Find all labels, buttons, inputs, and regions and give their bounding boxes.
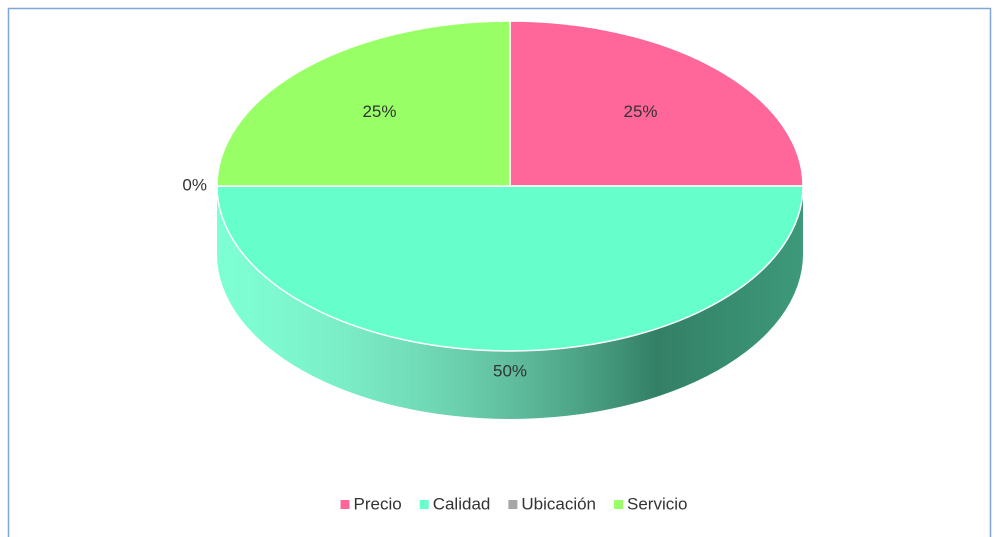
legend-swatch <box>508 500 518 509</box>
legend-label: Calidad <box>433 494 491 513</box>
chart-border <box>7 7 992 537</box>
legend-label: Servicio <box>627 494 687 513</box>
data-label: 50% <box>493 361 527 380</box>
data-label: 25% <box>362 102 396 121</box>
pie-slice <box>216 185 804 352</box>
data-label: 0% <box>182 175 207 194</box>
legend-swatch <box>419 500 429 509</box>
legend-swatch <box>614 500 624 509</box>
legend-swatch <box>340 500 350 509</box>
pie-side-shade <box>217 186 803 419</box>
legend-label: Precio <box>354 494 402 513</box>
legend-label: Ubicación <box>521 494 596 513</box>
data-label: 25% <box>624 102 658 121</box>
pie-slice <box>216 20 511 187</box>
pie-slice <box>509 20 804 187</box>
